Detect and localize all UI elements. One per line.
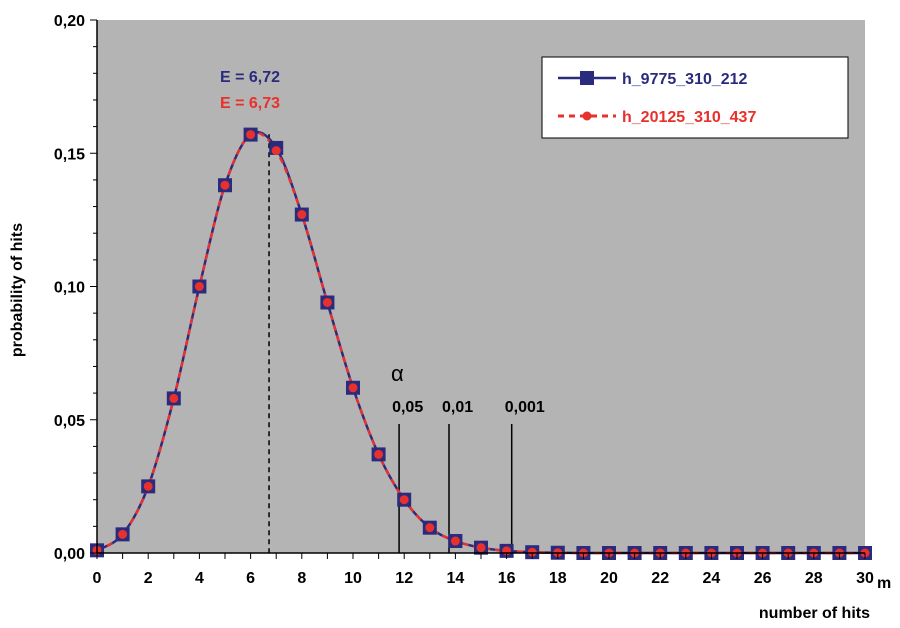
series-2-point <box>425 523 435 533</box>
x-tick-label: 4 <box>195 570 204 587</box>
series-2-point <box>450 536 460 546</box>
y-tick-label: 0,05 <box>54 413 85 430</box>
x-tick-label: 22 <box>651 570 669 587</box>
x-tick-label: 24 <box>703 570 721 587</box>
legend-marker-series-1 <box>580 71 594 85</box>
series-2-point <box>143 481 153 491</box>
series-2-point <box>297 210 307 220</box>
x-tick-label: 6 <box>246 570 255 587</box>
expectation-label-2: E = 6,73 <box>220 95 280 112</box>
series-2-point <box>194 282 204 291</box>
alpha-symbol: α <box>391 361 404 386</box>
x-tick-label: 12 <box>395 570 413 587</box>
x-tick-label: 16 <box>498 570 516 587</box>
x-tick-label: 28 <box>805 570 823 587</box>
expectation-label-1: E = 6,72 <box>220 69 280 86</box>
legend-label-series-1: h_9775_310_212 <box>622 71 748 88</box>
alpha-label-2: 0,01 <box>442 399 473 416</box>
y-tick-label: 0,15 <box>54 146 85 163</box>
legend-box <box>541 56 849 139</box>
series-2-point <box>476 543 486 553</box>
series-2-point <box>374 449 384 459</box>
series-2-point <box>246 130 256 140</box>
series-2-point <box>348 383 358 393</box>
legend-marker-series-2 <box>582 111 592 121</box>
x-axis-label: number of hits <box>759 605 870 622</box>
y-axis-label: probability of hits <box>9 223 26 357</box>
x-tick-label: 8 <box>297 570 306 587</box>
y-tick-label: 0,00 <box>54 546 85 563</box>
y-tick-label: 0,20 <box>54 13 85 30</box>
alpha-label-3: 0,001 <box>505 399 545 416</box>
x-tick-label: 20 <box>600 570 618 587</box>
series-2-point <box>118 529 128 539</box>
legend-label-series-2: h_20125_310_437 <box>622 109 756 126</box>
x-tick-label: 14 <box>447 570 465 587</box>
x-tick-label: 0 <box>93 570 102 587</box>
x-tick-label: 2 <box>144 570 153 587</box>
x-tick-label: 10 <box>344 570 362 587</box>
series-2-point <box>322 297 332 307</box>
x-tick-label: 18 <box>549 570 567 587</box>
y-tick-label: 0,10 <box>54 280 85 297</box>
series-2-point <box>220 180 230 190</box>
x-tick-label: 26 <box>754 570 772 587</box>
alpha-label-1: 0,05 <box>392 399 423 416</box>
legend: h_9775_310_212 h_20125_310_437 <box>541 56 849 139</box>
series-2-point <box>271 146 281 156</box>
x-axis-unit: m <box>877 575 891 592</box>
series-2-point <box>527 547 537 557</box>
series-2-line <box>96 131 865 555</box>
series-2-point <box>399 495 409 505</box>
x-tick-label: 30 <box>856 570 874 587</box>
series-2-point <box>169 393 179 403</box>
